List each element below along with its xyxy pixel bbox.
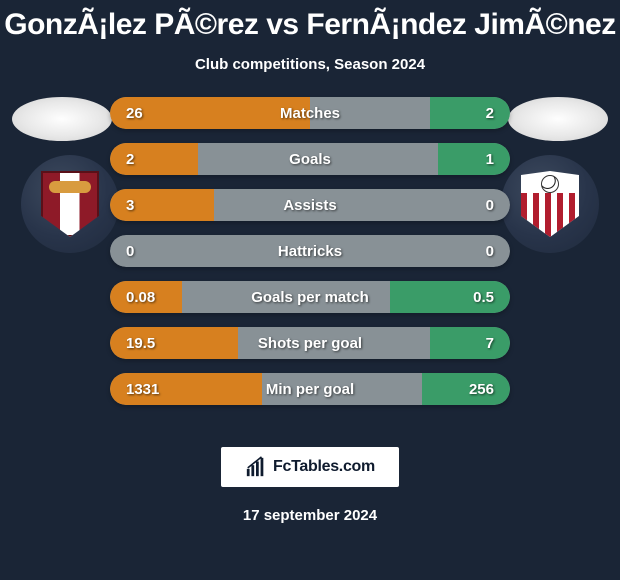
stat-value-left: 2: [110, 151, 180, 168]
stat-label: Hattricks: [180, 243, 440, 260]
player-photo-left: [12, 97, 112, 141]
stat-row: 3Assists0: [110, 189, 510, 221]
stat-value-left: 1331: [110, 381, 180, 398]
stat-value-left: 0.08: [110, 289, 180, 306]
stat-value-left: 0: [110, 243, 180, 260]
stat-value-left: 26: [110, 105, 180, 122]
club-badge-right: [501, 155, 599, 253]
stat-row: 1331Min per goal256: [110, 373, 510, 405]
stat-label: Goals: [180, 151, 440, 168]
stat-value-right: 1: [440, 151, 510, 168]
stat-row: 19.5Shots per goal7: [110, 327, 510, 359]
stat-label: Min per goal: [180, 381, 440, 398]
stat-label: Assists: [180, 197, 440, 214]
stat-value-right: 0.5: [440, 289, 510, 306]
stat-value-left: 3: [110, 197, 180, 214]
stat-value-right: 0: [440, 197, 510, 214]
brand-badge[interactable]: FcTables.com: [221, 447, 399, 487]
stat-label: Goals per match: [180, 289, 440, 306]
comparison-area: 26Matches22Goals13Assists00Hattricks00.0…: [0, 97, 620, 427]
stat-row: 2Goals1: [110, 143, 510, 175]
stats-list: 26Matches22Goals13Assists00Hattricks00.0…: [110, 97, 510, 419]
club-shield-right-icon: [521, 171, 579, 237]
stat-value-right: 0: [440, 243, 510, 260]
stat-label: Matches: [180, 105, 440, 122]
page-title: GonzÃ¡lez PÃ©rez vs FernÃ¡ndez JimÃ©nez: [0, 0, 620, 42]
date-label: 17 september 2024: [0, 507, 620, 524]
stat-row: 0Hattricks0: [110, 235, 510, 267]
player-photo-right: [508, 97, 608, 141]
club-shield-left-icon: [41, 171, 99, 237]
stat-value-right: 256: [440, 381, 510, 398]
stat-row: 26Matches2: [110, 97, 510, 129]
stat-value-right: 2: [440, 105, 510, 122]
stat-label: Shots per goal: [180, 335, 440, 352]
stat-value-left: 19.5: [110, 335, 180, 352]
stat-value-right: 7: [440, 335, 510, 352]
stat-row: 0.08Goals per match0.5: [110, 281, 510, 313]
brand-text: FcTables.com: [273, 458, 375, 476]
club-badge-left: [21, 155, 119, 253]
brand-chart-icon: [245, 456, 267, 478]
subtitle: Club competitions, Season 2024: [0, 56, 620, 73]
